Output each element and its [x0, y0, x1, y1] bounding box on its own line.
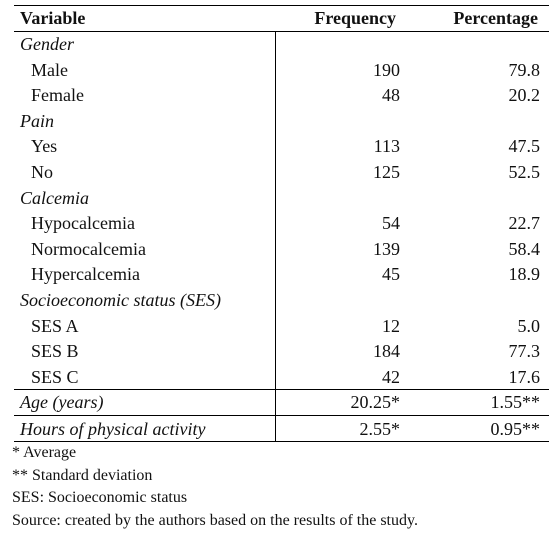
row-label: Hypercalcemia — [31, 264, 140, 285]
footnote: Source: created by the authors based on … — [12, 511, 418, 529]
frequency-cell: 125 — [373, 162, 400, 182]
frequency-cell: 45 — [382, 264, 400, 285]
percentage-cell: 22.7 — [508, 213, 541, 234]
frequency-cell: 48 — [382, 85, 400, 106]
group-label: Calcemia — [20, 187, 89, 208]
percentage-cell: 1.55** — [490, 392, 541, 413]
column-rule — [275, 31, 276, 441]
row-label: SES A — [31, 315, 79, 336]
rule — [14, 5, 549, 6]
frequency-cell: 190 — [373, 59, 400, 80]
footnote: SES: Socioeconomic status — [12, 489, 188, 506]
footnote: * Average — [12, 444, 77, 461]
group-label: Pain — [20, 110, 54, 131]
percentage-cell: 52.5 — [508, 162, 541, 182]
frequency-cell: 113 — [373, 136, 400, 157]
frequency-cell: 12 — [382, 315, 400, 336]
row-label: Female — [31, 85, 84, 106]
percentage-cell: 17.6 — [508, 366, 541, 387]
percentage-cell: 77.3 — [508, 341, 541, 362]
rule — [14, 389, 549, 390]
frequency-cell: 184 — [373, 341, 400, 362]
percentage-cell: 0.95** — [490, 419, 541, 439]
row-label: Male — [31, 59, 68, 80]
percentage-cell: 47.5 — [508, 136, 541, 157]
header-cell: Frequency — [314, 8, 396, 28]
row-label: SES C — [31, 366, 79, 387]
percentage-cell: 18.9 — [508, 264, 541, 285]
row-label: SES B — [31, 341, 79, 362]
percentage-cell: 79.8 — [508, 59, 541, 80]
frequency-cell: 2.55* — [359, 419, 401, 439]
percentage-cell: 20.2 — [508, 85, 541, 106]
row-label: Yes — [31, 136, 58, 157]
percentage-cell: 5.0 — [517, 315, 541, 336]
header-cell: Variable — [20, 8, 86, 28]
row-label: No — [31, 162, 53, 182]
frequency-cell: 20.25* — [350, 392, 401, 413]
row-label: Hypocalcemia — [31, 213, 135, 234]
frequency-cell: 139 — [373, 238, 400, 259]
rule — [14, 415, 549, 416]
rule — [14, 31, 549, 32]
frequency-cell: 54 — [382, 213, 400, 234]
group-label: Socioeconomic status (SES) — [20, 290, 221, 310]
frequency-cell: 42 — [382, 366, 400, 387]
footnote: ** Standard deviation — [12, 466, 153, 484]
header-cell: Percentage — [453, 8, 538, 28]
row-label: Hours of physical activity — [20, 419, 206, 439]
row-label: Normocalcemia — [31, 238, 146, 259]
percentage-cell: 58.4 — [508, 238, 541, 259]
row-label: Age (years) — [20, 392, 104, 413]
group-label: Gender — [20, 34, 74, 54]
rule — [14, 441, 549, 442]
